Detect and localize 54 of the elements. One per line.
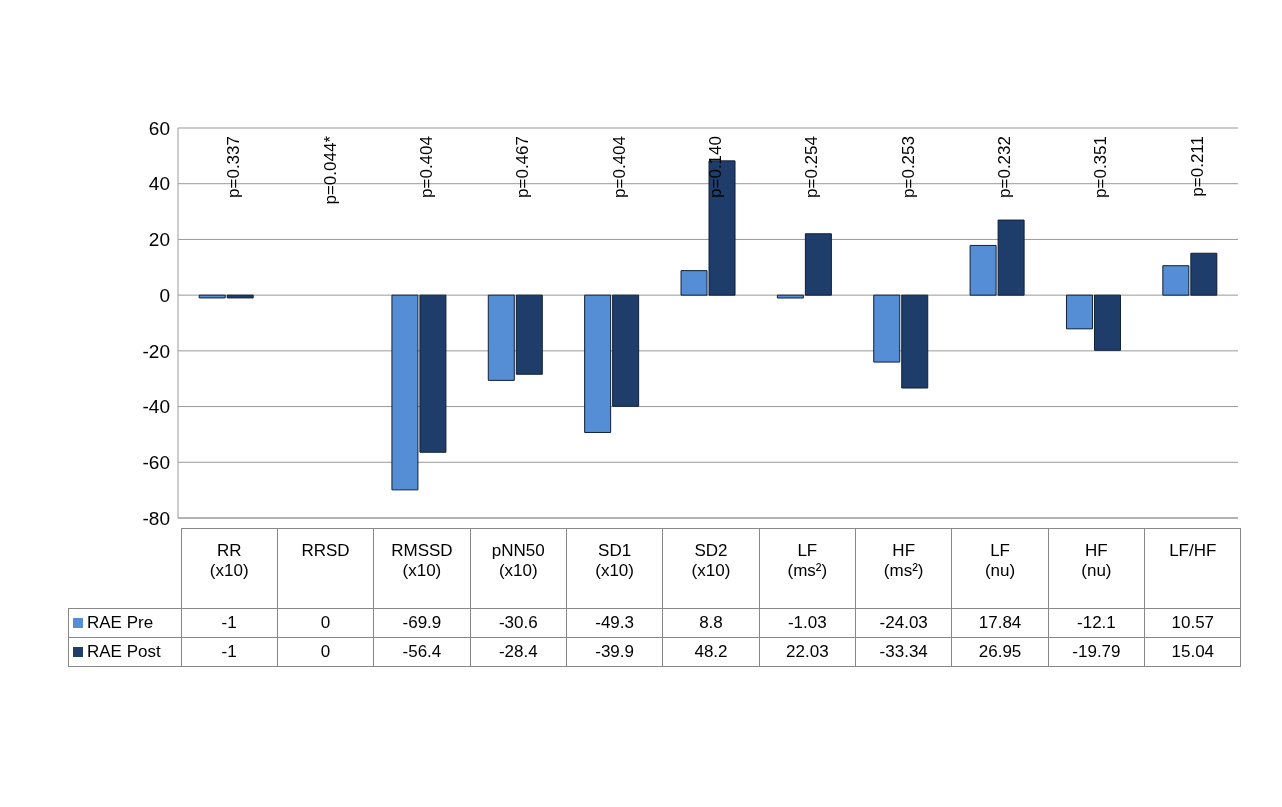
data-label: -1.03 (759, 608, 856, 638)
x-tick-label: RMSSD (x10) (390, 541, 454, 581)
data-label: -49.3 (566, 608, 663, 638)
x-tick-label: HF (ms²) (882, 541, 925, 581)
data-label: 0 (277, 608, 374, 638)
y-tick-label: -20 (142, 340, 170, 362)
data-label: -1 (181, 608, 278, 638)
annotation: p=0.404 (609, 136, 630, 198)
legend-label: RAE Post (68, 637, 181, 667)
data-label: -12.1 (1048, 608, 1145, 638)
data-label: -1 (181, 637, 278, 667)
x-tick-label: SD1 (x10) (594, 541, 635, 581)
data-label: 48.2 (662, 637, 760, 667)
y-tick-label: 40 (148, 173, 170, 195)
y-tick-label: 0 (159, 284, 170, 306)
data-label: -30.6 (470, 608, 567, 638)
data-label: 8.8 (662, 608, 760, 638)
annotation: p=0.404 (416, 136, 437, 198)
x-tick-label: SD2 (x10) (690, 541, 732, 581)
x-tick-label: pNN50 (x10) (490, 541, 546, 581)
data-label: -56.4 (373, 637, 471, 667)
y-tick-label: -40 (142, 396, 170, 418)
data-label: 26.95 (951, 637, 1049, 667)
x-tick-label: RRSD (300, 541, 351, 561)
annotation: p=0.232 (995, 136, 1016, 198)
y-tick-label: -60 (142, 452, 170, 474)
data-label: 17.84 (951, 608, 1049, 638)
x-tick-label: LF (nu) (983, 541, 1017, 581)
data-label: -39.9 (566, 637, 663, 667)
annotation: p=0.211 (1187, 136, 1208, 197)
annotation: p=0.254 (802, 136, 823, 198)
data-label: -19.79 (1048, 637, 1145, 667)
y-tick-label: 60 (148, 117, 170, 139)
data-label: 10.57 (1144, 608, 1241, 638)
annotation: p=0.337 (224, 136, 245, 198)
data-label: -33.34 (855, 637, 952, 667)
data-label: 15.04 (1144, 637, 1241, 667)
x-tick-label: LF/HF (1168, 541, 1218, 561)
data-label: 0 (277, 637, 374, 667)
x-tick-label: LF (ms²) (786, 541, 829, 581)
data-label: 22.03 (759, 637, 856, 667)
annotation: p=0.253 (898, 136, 919, 198)
data-label: -24.03 (855, 608, 952, 638)
y-tick-label: -80 (142, 507, 170, 529)
annotation: p=0.467 (513, 136, 534, 198)
y-tick-label: 20 (148, 229, 170, 251)
x-tick-label: HF (nu) (1080, 541, 1113, 581)
x-tick-label: RR (x10) (208, 541, 250, 581)
legend-label: RAE Pre (68, 608, 181, 638)
annotation: p=0.351 (1091, 136, 1112, 198)
annotation: p=0.044* (320, 136, 341, 205)
annotation: p=0.140 (706, 136, 726, 198)
data-label: -28.4 (470, 637, 567, 667)
data-label: -69.9 (373, 608, 471, 638)
